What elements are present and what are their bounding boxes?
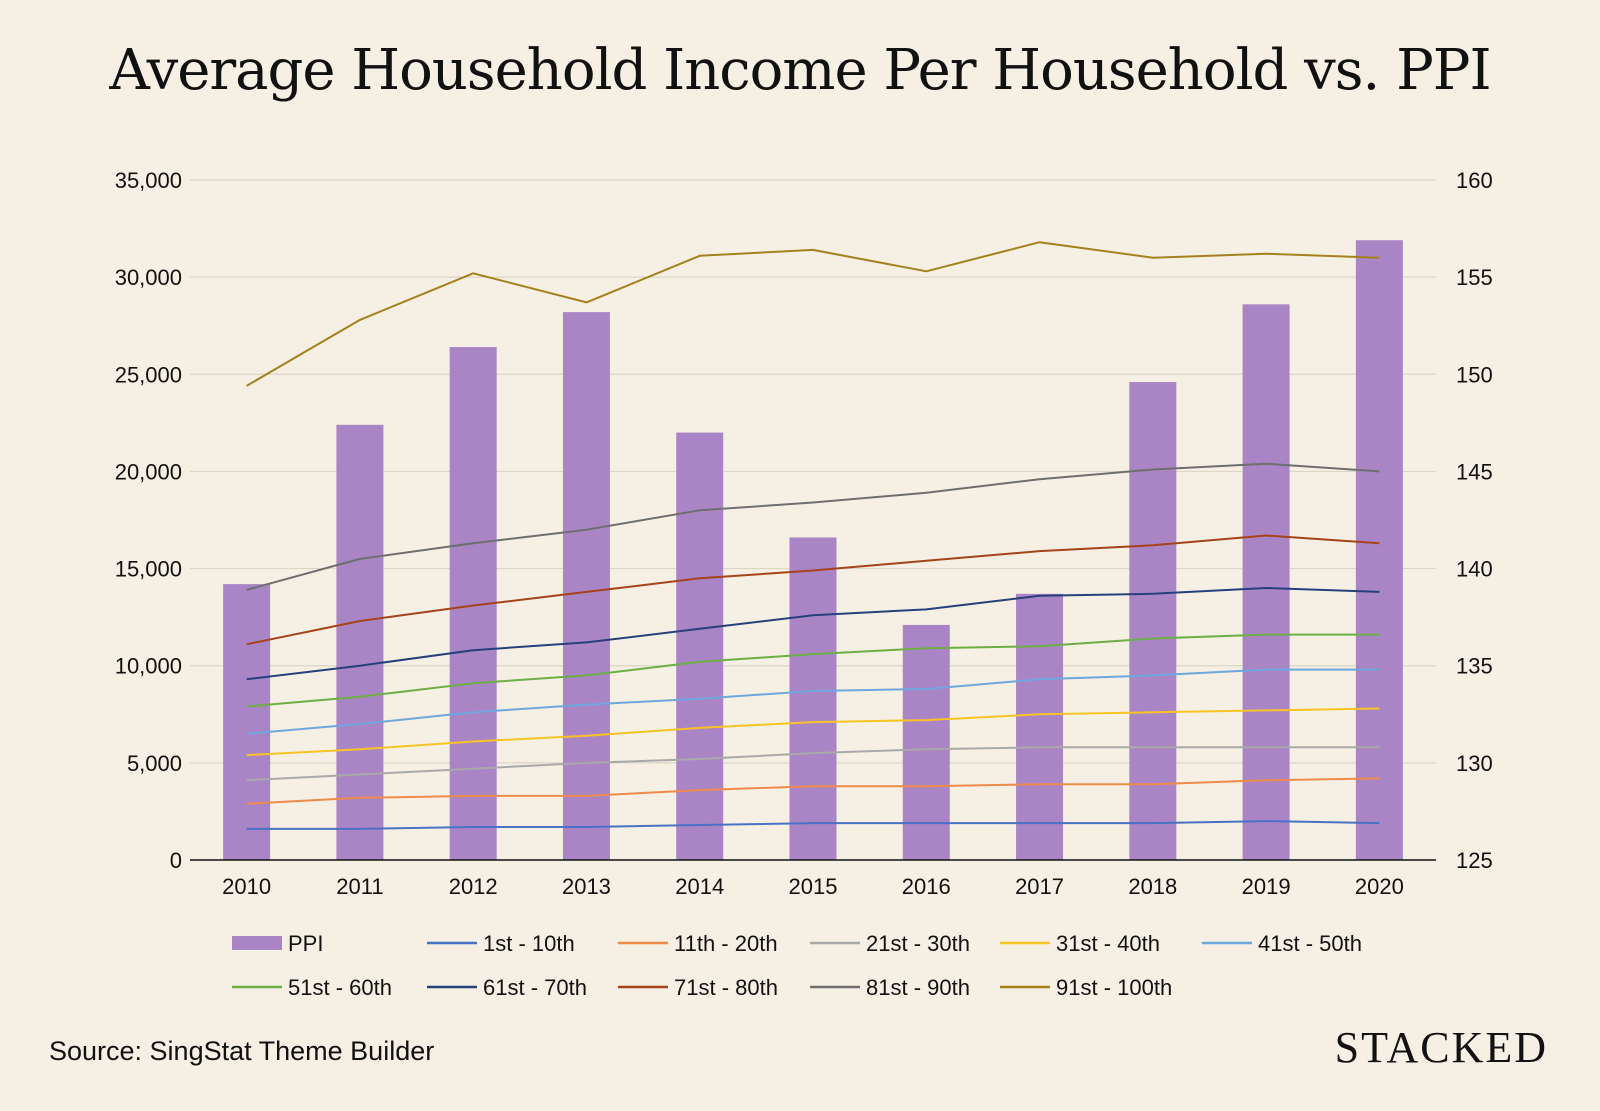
ppi-bar xyxy=(562,312,610,861)
ppi-bar xyxy=(336,424,384,860)
y-left-tick-label: 20,000 xyxy=(115,459,182,484)
ppi-bar xyxy=(676,432,724,860)
series-line xyxy=(246,668,1380,735)
y-left-tick-label: 10,000 xyxy=(115,654,182,679)
series-line xyxy=(246,820,1380,830)
x-tick-label: 2012 xyxy=(449,874,498,899)
legend-label: 31st - 40th xyxy=(1056,931,1160,956)
legend-label: 91st - 100th xyxy=(1056,975,1172,1000)
ppi-bar xyxy=(1242,304,1290,860)
y-left-tick-label: 25,000 xyxy=(115,362,182,387)
series-line xyxy=(246,777,1380,805)
y-right-tick-label: 160 xyxy=(1456,168,1493,193)
legend-label: 61st - 70th xyxy=(483,975,587,1000)
series-line xyxy=(246,707,1380,757)
series-line xyxy=(246,587,1380,681)
series-line xyxy=(246,633,1380,708)
legend-label: 51st - 60th xyxy=(288,975,392,1000)
x-tick-label: 2017 xyxy=(1015,874,1064,899)
y-right-tick-label: 145 xyxy=(1456,459,1493,484)
ppi-bar xyxy=(1016,593,1064,860)
income-lines xyxy=(246,241,1380,830)
chart-title: Average Household Income Per Household v… xyxy=(109,38,1491,103)
axes: 0 5,000 10,000 15,000 20,000 25,000 30,000 35,0… xyxy=(115,168,1493,899)
y-right-tick-label: 150 xyxy=(1456,362,1493,387)
legend-label: 41st - 50th xyxy=(1258,931,1362,956)
y-right-tick-label: 140 xyxy=(1456,557,1493,582)
x-tick-label: 2011 xyxy=(336,874,383,899)
brand-logo: STACKED xyxy=(1334,1023,1548,1072)
legend-label: 71st - 80th xyxy=(674,975,778,1000)
ppi-bar xyxy=(902,624,950,860)
y-right-tick-label: 155 xyxy=(1456,265,1493,290)
x-tick-label: 2018 xyxy=(1128,874,1177,899)
y-left-tick-label: 15,000 xyxy=(115,557,182,582)
legend-label: 81st - 90th xyxy=(866,975,970,1000)
ppi-bars xyxy=(223,240,1403,861)
ppi-bar xyxy=(1355,240,1403,860)
y-right-tick-label: 125 xyxy=(1456,848,1493,873)
y-left-tick-label: 5,000 xyxy=(127,751,182,776)
legend-swatch xyxy=(232,936,282,950)
x-tick-label: 2016 xyxy=(902,874,951,899)
x-tick-label: 2014 xyxy=(675,874,724,899)
legend-label: 1st - 10th xyxy=(483,931,575,956)
y-right-tick-label: 135 xyxy=(1456,654,1493,679)
ppi-bar xyxy=(789,537,837,860)
y-right-tick-label: 130 xyxy=(1456,751,1493,776)
source-note: Source: SingStat Theme Builder xyxy=(49,1036,435,1066)
ppi-bar xyxy=(1129,382,1177,860)
legend: PPI 1st - 10th 11th - 20th 21st - 30th 31st … xyxy=(232,931,1362,1000)
legend-label: PPI xyxy=(288,931,323,956)
x-tick-label: 2019 xyxy=(1242,874,1291,899)
x-tick-label: 2010 xyxy=(222,874,271,899)
y-left-tick-label: 0 xyxy=(170,848,182,873)
y-left-tick-label: 35,000 xyxy=(115,168,182,193)
series-line xyxy=(246,534,1380,646)
series-line xyxy=(246,462,1380,591)
legend-label: 11th - 20th xyxy=(674,931,778,956)
x-tick-label: 2020 xyxy=(1355,874,1404,899)
y-left-tick-label: 30,000 xyxy=(115,265,182,290)
x-tick-label: 2015 xyxy=(789,874,838,899)
series-line xyxy=(246,746,1380,782)
ppi-bar xyxy=(223,584,271,860)
series-line xyxy=(246,241,1380,387)
x-tick-label: 2013 xyxy=(562,874,611,899)
legend-label: 21st - 30th xyxy=(866,931,970,956)
